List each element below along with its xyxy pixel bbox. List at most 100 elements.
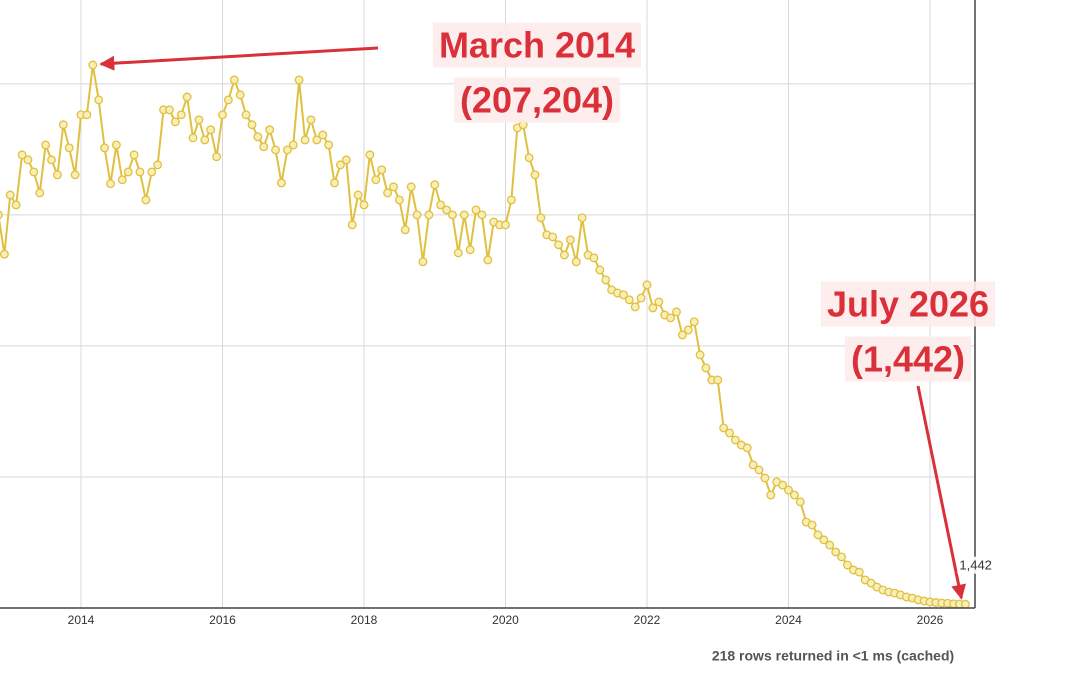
point bbox=[288, 140, 298, 150]
point bbox=[318, 130, 328, 140]
point bbox=[200, 135, 210, 145]
point bbox=[412, 210, 422, 220]
point bbox=[194, 115, 204, 125]
point bbox=[618, 290, 628, 300]
point bbox=[701, 363, 711, 373]
point bbox=[630, 302, 640, 312]
x-tick-label: 2022 bbox=[634, 613, 661, 627]
data-label: 1,442 bbox=[959, 558, 992, 573]
point bbox=[223, 95, 233, 105]
annotation-text: March 2014 bbox=[439, 25, 635, 66]
point bbox=[330, 178, 339, 188]
annotation-text: (1,442) bbox=[851, 339, 965, 380]
point bbox=[548, 232, 558, 242]
point bbox=[825, 540, 835, 550]
point bbox=[135, 167, 145, 177]
point bbox=[141, 195, 151, 205]
point bbox=[483, 255, 493, 265]
point bbox=[430, 180, 440, 190]
point bbox=[218, 110, 227, 120]
point bbox=[17, 150, 27, 160]
point bbox=[41, 140, 51, 150]
point bbox=[837, 552, 847, 562]
point bbox=[648, 303, 658, 313]
point bbox=[206, 125, 216, 135]
point bbox=[111, 140, 121, 150]
annotation-bg bbox=[453, 77, 621, 123]
point bbox=[789, 490, 799, 500]
point bbox=[359, 200, 369, 210]
annotation-arrow bbox=[99, 46, 379, 71]
point bbox=[35, 188, 45, 198]
point bbox=[666, 313, 676, 323]
point bbox=[153, 160, 163, 170]
point bbox=[335, 160, 345, 170]
point bbox=[265, 125, 275, 135]
point bbox=[106, 179, 115, 189]
point bbox=[960, 599, 970, 609]
point bbox=[807, 520, 817, 530]
point bbox=[766, 490, 776, 500]
point bbox=[123, 167, 133, 177]
annotation-bg bbox=[820, 281, 996, 327]
point bbox=[312, 135, 322, 145]
point bbox=[182, 92, 192, 102]
annotation-text: July 2026 bbox=[827, 284, 989, 325]
annotation-text: (207,204) bbox=[460, 80, 614, 121]
point bbox=[642, 280, 652, 290]
point bbox=[294, 75, 304, 85]
point bbox=[147, 167, 157, 177]
point bbox=[365, 150, 375, 160]
point bbox=[306, 115, 316, 125]
point bbox=[554, 240, 564, 250]
point bbox=[94, 95, 104, 105]
axes: 2014 2016 2018 2020 2022 2024 2026 bbox=[0, 0, 976, 627]
x-tick-label: 2016 bbox=[209, 613, 236, 627]
point bbox=[129, 150, 139, 160]
point bbox=[389, 182, 398, 192]
point bbox=[324, 140, 334, 150]
point bbox=[253, 132, 263, 142]
point bbox=[436, 200, 446, 210]
point bbox=[271, 145, 281, 155]
point bbox=[624, 295, 634, 305]
point bbox=[795, 497, 805, 507]
point bbox=[170, 117, 180, 127]
annotation-arrow bbox=[916, 385, 967, 600]
point bbox=[424, 210, 434, 220]
x-tick-label: 2024 bbox=[775, 613, 802, 627]
point bbox=[577, 213, 587, 223]
point bbox=[689, 317, 699, 327]
point bbox=[601, 275, 611, 285]
annotation-bg bbox=[432, 22, 642, 68]
point bbox=[501, 220, 510, 230]
point bbox=[465, 245, 475, 255]
point bbox=[371, 175, 381, 185]
point bbox=[719, 423, 729, 433]
point bbox=[453, 248, 463, 258]
point bbox=[442, 205, 452, 215]
point bbox=[636, 293, 646, 303]
point bbox=[341, 155, 351, 165]
point bbox=[477, 210, 487, 220]
point bbox=[23, 155, 33, 165]
point bbox=[347, 220, 357, 230]
point bbox=[459, 210, 469, 220]
point bbox=[400, 225, 410, 235]
point bbox=[229, 75, 239, 85]
point bbox=[117, 175, 127, 185]
point bbox=[235, 90, 245, 100]
point bbox=[212, 152, 222, 162]
x-tick-label: 2026 bbox=[917, 613, 944, 627]
annotation-bg bbox=[844, 336, 972, 382]
point bbox=[571, 257, 581, 267]
point bbox=[176, 110, 186, 120]
point bbox=[29, 167, 39, 177]
point bbox=[0, 210, 3, 220]
point bbox=[589, 253, 599, 263]
point bbox=[394, 195, 404, 205]
point bbox=[164, 105, 174, 115]
point bbox=[854, 567, 864, 577]
point bbox=[819, 535, 829, 545]
